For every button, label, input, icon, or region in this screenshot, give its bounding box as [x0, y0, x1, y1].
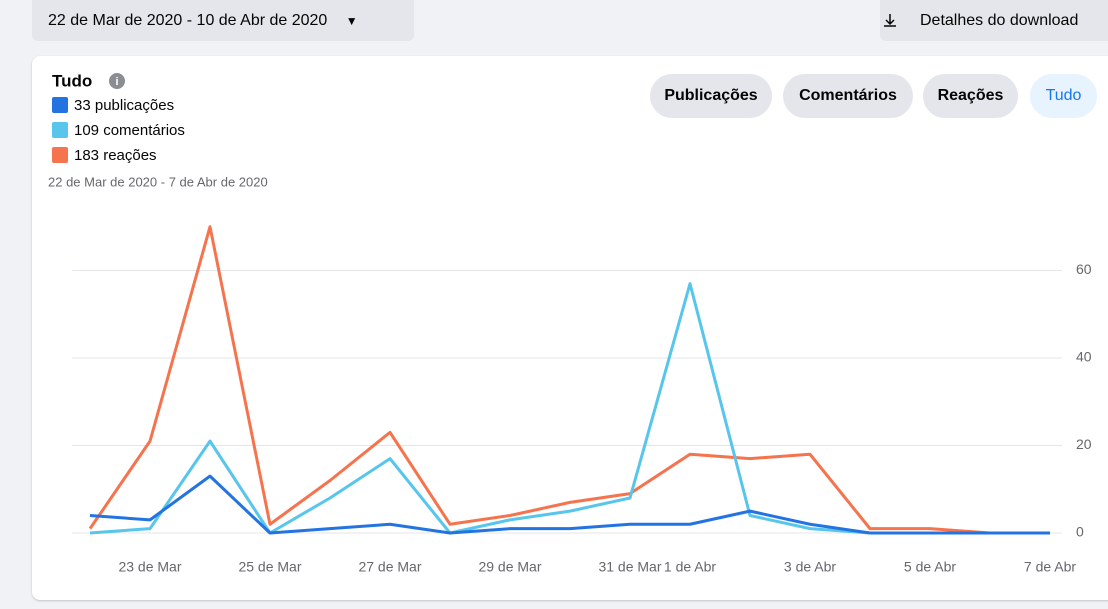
- download-label: Detalhes do download: [920, 12, 1079, 29]
- date-range-dropdown[interactable]: 22 de Mar de 2020 - 10 de Abr de 2020 ▼: [32, 0, 414, 41]
- legend-swatch: [52, 122, 68, 138]
- chart-subtitle: 22 de Mar de 2020 - 7 de Abr de 2020: [48, 174, 268, 189]
- download-icon: [884, 14, 896, 27]
- y-tick-label: 0: [1076, 524, 1084, 540]
- series-line: [88, 225, 1050, 535]
- y-tick-label: 40: [1076, 349, 1092, 365]
- info-icon[interactable]: [109, 73, 125, 89]
- tab[interactable]: Reações: [923, 74, 1018, 118]
- x-tick-label: 31 de Mar: [598, 559, 661, 575]
- x-tick-label: 1 de Abr: [664, 559, 716, 575]
- chart-card: [32, 56, 1108, 600]
- x-tick-label: 5 de Abr: [904, 559, 956, 575]
- legend-label: 33 publicações: [74, 97, 174, 114]
- x-tick-label: 23 de Mar: [118, 559, 181, 575]
- y-tick-label: 20: [1076, 436, 1092, 452]
- x-tick-label: 3 de Abr: [784, 559, 836, 575]
- info-glyph: i: [115, 76, 118, 88]
- x-tick-label: 29 de Mar: [478, 559, 541, 575]
- x-tick-label: 27 de Mar: [358, 559, 421, 575]
- tab[interactable]: Comentários: [783, 74, 913, 118]
- download-button[interactable]: Detalhes do download: [880, 0, 1108, 41]
- caret: ▼: [345, 14, 358, 28]
- chart-title: Tudo: [52, 71, 92, 90]
- tab[interactable]: Tudo: [1030, 74, 1097, 118]
- legend-label: 109 comentários: [74, 122, 185, 139]
- legend-swatch: [52, 97, 68, 113]
- tab[interactable]: Publicações: [650, 74, 772, 118]
- legend-label: 183 reações: [74, 147, 157, 164]
- x-tick-label: 7 de Abr: [1024, 559, 1076, 575]
- y-tick-label: 60: [1076, 261, 1092, 277]
- date-range: 22 de Mar de 2020 - 10 de Abr de 2020: [48, 12, 328, 29]
- x-tick-label: 25 de Mar: [238, 559, 301, 575]
- legend-swatch: [52, 147, 68, 163]
- series-line: [89, 474, 1050, 535]
- series-line: [89, 282, 1050, 535]
